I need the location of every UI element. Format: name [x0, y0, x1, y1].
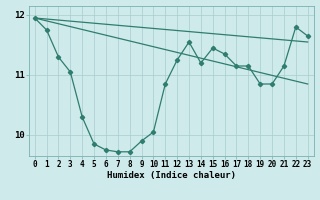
X-axis label: Humidex (Indice chaleur): Humidex (Indice chaleur): [107, 171, 236, 180]
